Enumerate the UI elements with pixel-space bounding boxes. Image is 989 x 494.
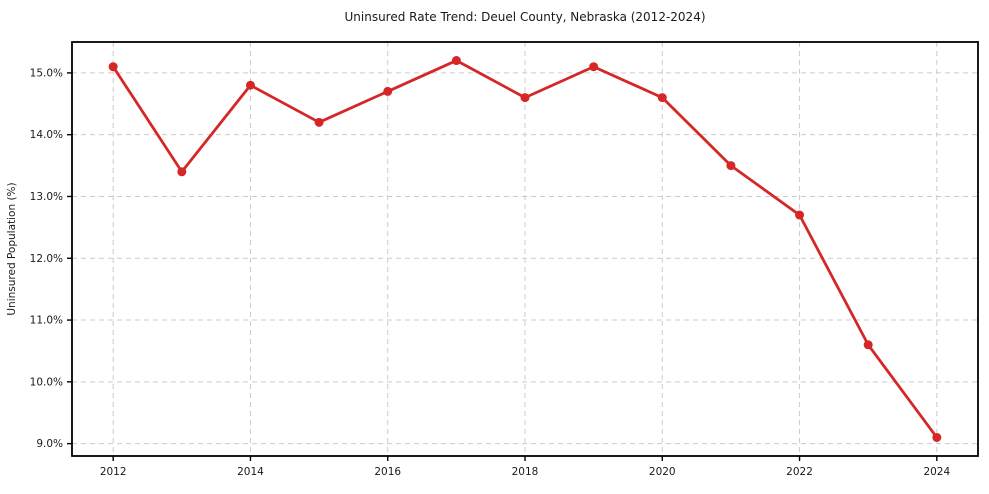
- y-tick-label: 12.0%: [30, 253, 63, 265]
- x-tick-label: 2016: [374, 466, 401, 478]
- data-point: [451, 56, 461, 66]
- data-point: [726, 161, 736, 171]
- data-point: [520, 93, 530, 103]
- y-tick-label: 14.0%: [30, 129, 63, 141]
- data-point: [589, 62, 599, 72]
- y-tick-label: 13.0%: [30, 191, 63, 203]
- y-tick-label: 10.0%: [30, 376, 63, 388]
- x-tick-label: 2014: [237, 466, 264, 478]
- data-point: [932, 432, 942, 442]
- x-tick-label: 2020: [649, 466, 676, 478]
- y-tick-label: 11.0%: [30, 315, 63, 327]
- data-point: [314, 117, 324, 127]
- data-series: [108, 56, 942, 442]
- data-point: [108, 62, 118, 72]
- data-point: [863, 340, 873, 350]
- data-point: [177, 167, 187, 177]
- gridlines: [72, 42, 978, 456]
- x-tick-label: 2024: [923, 466, 950, 478]
- plot-border: [71, 41, 979, 457]
- axes: 2012 2014 2016 2018 2020 2022 2024 9.0% 10.0% 11.…: [30, 41, 979, 478]
- data-point: [795, 210, 805, 220]
- data-point: [245, 80, 255, 90]
- x-tick-label: 2022: [786, 466, 813, 478]
- y-tick-label: 15.0%: [30, 67, 63, 79]
- x-tick-label: 2018: [512, 466, 539, 478]
- data-point: [657, 93, 667, 103]
- chart-title: Uninsured Rate Trend: Deuel County, Nebr…: [344, 10, 705, 24]
- y-tick-label: 9.0%: [36, 438, 63, 450]
- data-point: [383, 86, 393, 96]
- y-axis-title: Uninsured Population (%): [6, 182, 18, 315]
- x-tick-label: 2012: [100, 466, 127, 478]
